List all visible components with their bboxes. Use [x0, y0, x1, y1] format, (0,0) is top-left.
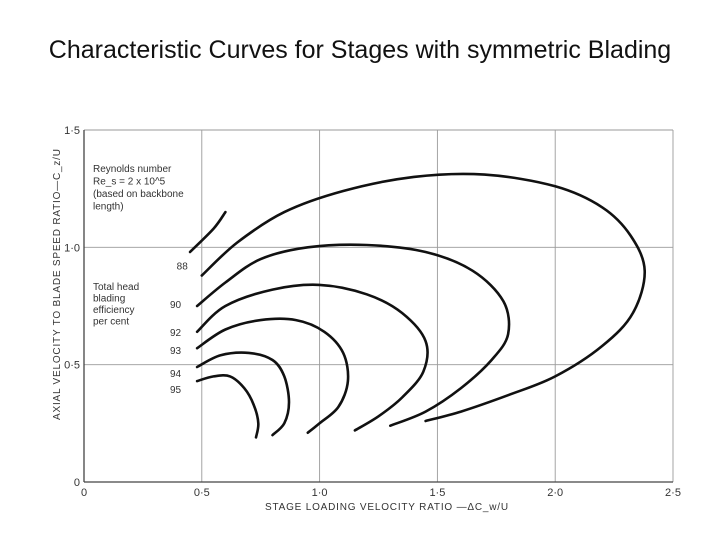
curve-label-94: 94: [170, 369, 182, 380]
efficiency-note-line: efficiency: [93, 305, 135, 316]
reynolds-note-line: Re_s = 2 x 10^5: [93, 177, 166, 188]
reynolds-note: Reynolds number Re_s = 2 x 10^5(based on …: [93, 164, 184, 213]
curve-label-95: 95: [170, 385, 182, 396]
y-tick-label: 0·5: [64, 360, 80, 372]
x-tick-label: 1·0: [312, 487, 328, 499]
plot-frame: [83, 130, 673, 483]
tick-labels: 0 0·5 1·0 1·5 2·0 2·5 0 0·5 1·0 1·5: [64, 125, 681, 499]
efficiency-curve-92: [195, 283, 429, 432]
efficiency-note-line: Total head: [93, 282, 139, 293]
efficiency-note-line: blading: [93, 294, 125, 305]
curve-label-90: 90: [170, 300, 182, 311]
x-axis-label: STAGE LOADING VELOCITY RATIO —ΔC_w/U: [265, 502, 509, 513]
y-tick-label: 0: [74, 477, 80, 489]
x-tick-label: 2·5: [665, 487, 681, 499]
x-tick-label: 0·5: [194, 487, 210, 499]
efficiency-note-line: per cent: [93, 317, 129, 328]
curve-label-93: 93: [170, 346, 182, 357]
efficiency-curve-88: [188, 210, 227, 254]
efficiency-curve-93: [195, 317, 350, 434]
x-tick-label: 2·0: [547, 487, 563, 499]
efficiency-curve-94: [195, 351, 291, 437]
reynolds-note-line: length): [93, 202, 124, 213]
efficiency-curve-90: [195, 243, 511, 427]
curve-label-88: 88: [177, 261, 189, 272]
curve-labels: 88 90 92 93 94 95: [170, 261, 188, 396]
slide-title: Characteristic Curves for Stages with sy…: [48, 36, 672, 64]
efficiency-curve-88: [200, 172, 647, 423]
efficiency-curve-95: [195, 374, 260, 439]
reynolds-note-line: Reynolds number: [93, 164, 172, 175]
curve-label-92: 92: [170, 328, 182, 339]
x-tick-label: 1·5: [429, 487, 445, 499]
reynolds-note-line: (based on backbone: [93, 189, 184, 200]
x-tick-label: 0: [81, 487, 87, 499]
y-axis-label: AXIAL VELOCITY TO BLADE SPEED RATIO—C_z/…: [52, 148, 63, 420]
efficiency-curves: [188, 172, 647, 439]
y-tick-label: 1·5: [64, 125, 80, 137]
y-tick-label: 1·0: [64, 242, 80, 254]
